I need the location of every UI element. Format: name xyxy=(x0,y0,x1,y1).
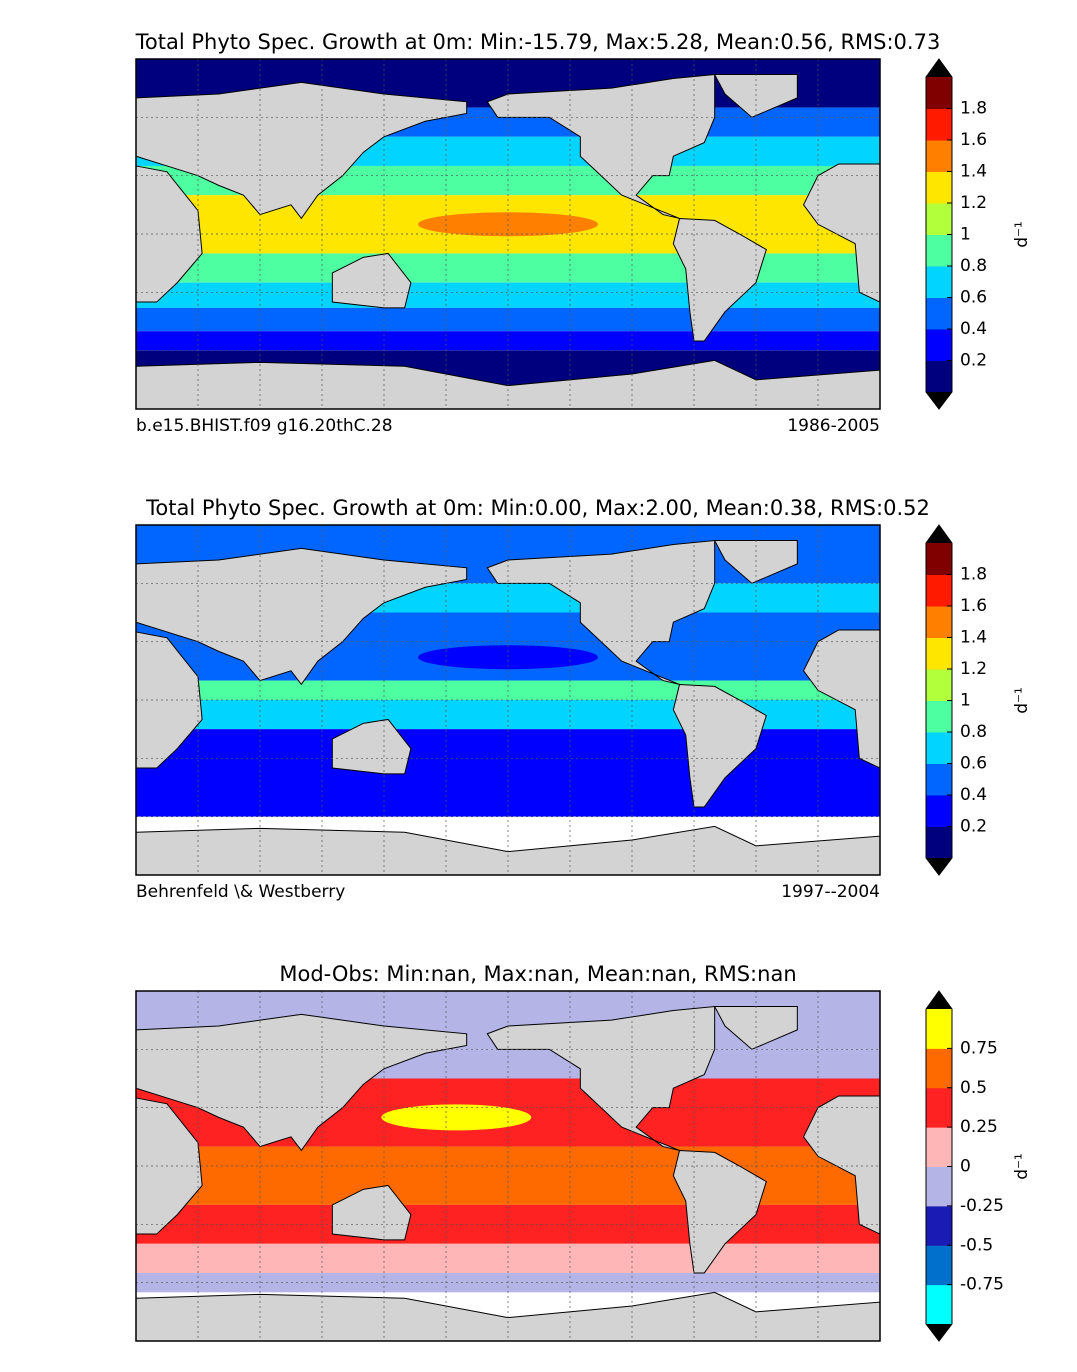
colorbar-extend-bottom xyxy=(926,392,952,409)
map-frame xyxy=(135,524,881,876)
land xyxy=(486,540,716,685)
land xyxy=(331,718,412,775)
colorbar-extend-bottom xyxy=(926,1324,952,1341)
colorbar-tick-label: 0.8 xyxy=(960,722,987,742)
colorbar-tick-label: 0.8 xyxy=(960,256,987,276)
land xyxy=(135,631,203,769)
land xyxy=(135,1097,203,1235)
colorbar-label: d⁻¹ xyxy=(1012,221,1032,248)
colorbar-segment xyxy=(926,1009,952,1049)
map-frame xyxy=(135,58,881,410)
ocean-band xyxy=(136,700,880,730)
colorbar-segment xyxy=(926,266,952,298)
colorbar-tick-label: 0.2 xyxy=(960,817,987,837)
colorbar-segment xyxy=(926,700,952,733)
colorbar-segment xyxy=(926,77,952,109)
colorbar-segment xyxy=(926,1048,952,1089)
colorbar-segment xyxy=(926,203,952,235)
colorbar-segment xyxy=(926,543,952,575)
colorbar-segment xyxy=(926,732,952,764)
colorbar-tick-label: 1.8 xyxy=(960,99,987,119)
colorbar-segment xyxy=(926,1127,952,1167)
colorbar-label: d⁻¹ xyxy=(1012,1153,1032,1180)
land xyxy=(331,252,412,309)
colorbar-segment xyxy=(926,1087,952,1128)
colorbar-tick-label: 0.6 xyxy=(960,754,987,774)
colorbar-segment xyxy=(926,1166,952,1207)
colorbar-segment xyxy=(926,297,952,330)
colorbar-segment xyxy=(926,606,952,638)
left-label: Behrenfeld \& Westberry xyxy=(136,882,345,902)
colorbar-segment xyxy=(926,637,952,670)
colorbar-tick-label: 1 xyxy=(960,225,971,245)
colorbar-frame xyxy=(925,990,953,1342)
panel-title: Total Phyto Spec. Growth at 0m: Min:0.00… xyxy=(145,496,930,520)
colorbar-tick-label: 0 xyxy=(960,1157,971,1177)
colorbar-tick-label: 0.25 xyxy=(960,1117,998,1137)
colorbar-tick-label: 1 xyxy=(960,691,971,711)
colorbar-tick-label: 1.4 xyxy=(960,628,987,648)
colorbar-segment xyxy=(926,360,952,393)
colorbar-segment xyxy=(926,171,952,204)
colorbar-segment xyxy=(926,763,952,796)
colorbar-frame xyxy=(925,524,953,876)
colorbar-segment xyxy=(926,1245,952,1286)
left-label: b.e15.BHIST.f09 g16.20thC.28 xyxy=(136,416,393,436)
colorbar-segment xyxy=(926,108,952,141)
colorbar-tick-label: 1.8 xyxy=(960,565,987,585)
land xyxy=(486,1006,716,1151)
colorbar-tick-label: 1.6 xyxy=(960,130,987,150)
colorbar-tick-label: 1.2 xyxy=(960,193,987,213)
right-label: 1986-2005 xyxy=(787,416,880,436)
colorbar-segment xyxy=(926,669,952,701)
panel-title: Mod-Obs: Min:nan, Max:nan, Mean:nan, RMS… xyxy=(279,962,796,986)
map-frame xyxy=(135,990,881,1342)
colorbar-extend-top xyxy=(926,525,952,543)
colorbar-label: d⁻¹ xyxy=(1012,687,1032,714)
land xyxy=(135,547,468,686)
land xyxy=(135,81,468,220)
panel-title: Total Phyto Spec. Growth at 0m: Min:-15.… xyxy=(135,30,941,54)
colorbar-tick-label: 1.2 xyxy=(960,659,987,679)
colorbar-segment xyxy=(926,1205,952,1246)
land xyxy=(672,217,767,342)
colorbar-segment xyxy=(926,574,952,607)
right-label: 1997--2004 xyxy=(781,882,880,902)
colorbar-frame xyxy=(925,58,953,410)
colorbar-segment xyxy=(926,329,952,361)
land xyxy=(486,74,716,219)
land xyxy=(135,1013,468,1152)
ocean-band xyxy=(136,253,880,283)
colorbar-tick-label: 1.4 xyxy=(960,162,987,182)
colorbar-segment xyxy=(926,234,952,267)
colorbar-tick-label: 0.5 xyxy=(960,1078,987,1098)
colorbar-segment xyxy=(926,826,952,859)
colorbar-tick-label: 0.4 xyxy=(960,785,987,805)
ocean-band xyxy=(136,1243,880,1273)
land xyxy=(331,1184,412,1241)
colorbar-extend-top xyxy=(926,59,952,77)
ocean-blob xyxy=(381,1104,532,1131)
ocean-blob xyxy=(418,645,598,670)
colorbar-segment xyxy=(926,795,952,827)
colorbar-tick-label: -0.25 xyxy=(960,1196,1004,1216)
colorbar-tick-label: -0.75 xyxy=(960,1275,1004,1295)
colorbar-tick-label: 1.6 xyxy=(960,596,987,616)
colorbar-tick-label: 0.6 xyxy=(960,288,987,308)
colorbar-tick-label: 0.2 xyxy=(960,351,987,371)
land xyxy=(135,165,203,303)
colorbar-segment xyxy=(926,1284,952,1325)
colorbar-extend-bottom xyxy=(926,858,952,875)
colorbar-tick-label: 0.4 xyxy=(960,319,987,339)
colorbar-tick-label: -0.5 xyxy=(960,1235,993,1255)
colorbar-segment xyxy=(926,140,952,172)
colorbar-extend-top xyxy=(926,991,952,1009)
land xyxy=(672,1149,767,1274)
colorbar-tick-label: 0.75 xyxy=(960,1038,998,1058)
land xyxy=(672,683,767,808)
